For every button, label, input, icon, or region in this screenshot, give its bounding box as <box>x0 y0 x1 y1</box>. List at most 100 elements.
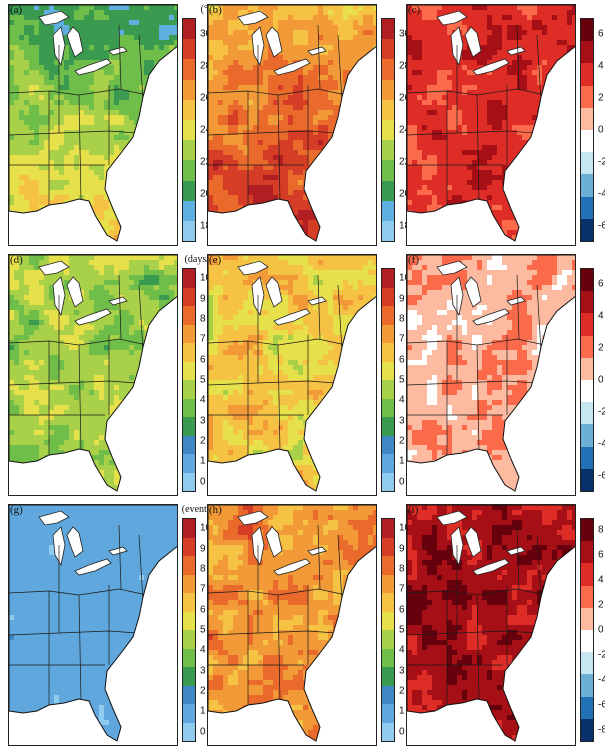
colorbar-tick-label: 20 <box>399 188 411 200</box>
state-border <box>536 284 542 352</box>
state-border <box>536 34 542 102</box>
panel-label: (e) <box>209 254 222 266</box>
colorbar-tick-label: 9 <box>200 293 206 305</box>
colorbar-swatch <box>581 519 593 542</box>
colorbar-swatch <box>382 343 394 362</box>
lake-2 <box>265 26 283 58</box>
state-border <box>277 94 281 202</box>
lake-0 <box>436 510 468 526</box>
colorbar-swatch <box>183 611 195 630</box>
colorbar-tick-label: 5 <box>399 374 405 386</box>
state-border <box>536 534 542 602</box>
colorbar-swatch <box>183 380 195 399</box>
lake-3 <box>74 58 112 76</box>
map-f <box>406 254 576 496</box>
colorbar-swatch <box>183 593 195 612</box>
coastline <box>9 5 177 242</box>
panel-label: (f) <box>408 254 419 266</box>
colorbar-swatch <box>382 667 394 686</box>
colorbar-tick-label: 1 <box>200 705 206 717</box>
colorbar-swatch <box>382 79 394 100</box>
colorbar-swatch <box>183 39 195 60</box>
colorbar-tick-label: 6 <box>598 549 604 561</box>
state-border <box>208 380 337 386</box>
panel-label: (i) <box>408 504 419 516</box>
colorbar-swatch <box>581 674 593 697</box>
colorbar-tick-label: 6 <box>399 604 405 616</box>
colorbar-swatch <box>581 152 593 175</box>
map-c <box>406 4 576 246</box>
colorbar-tick-label: 4 <box>200 644 206 656</box>
colorbar-tick-label: -6 <box>598 470 605 482</box>
colorbar-swatch <box>183 556 195 575</box>
coastline <box>208 505 376 742</box>
colorbar-c <box>580 18 594 242</box>
colorbar-swatch <box>382 685 394 704</box>
colorbar-swatch <box>581 652 593 675</box>
lake-0 <box>237 510 269 526</box>
lake-0 <box>237 10 269 26</box>
panel-h: (h) 10 9 8 7 6 5 4 3 2 1 0 <box>207 504 425 746</box>
state-border <box>516 24 520 90</box>
colorbar-tick-label: 7 <box>399 333 405 345</box>
colorbar-tick-label: 20 <box>200 188 212 200</box>
colorbar-tick-label: 9 <box>399 293 405 305</box>
colorbar-swatch <box>581 696 593 719</box>
colorbar-swatch <box>382 472 394 491</box>
colorbar-swatch <box>183 519 195 538</box>
colorbar-swatch <box>183 722 195 741</box>
colorbar-swatch <box>183 472 195 491</box>
colorbar-swatch <box>183 361 195 380</box>
colorbar-tick-label: -4 <box>598 438 605 450</box>
colorbar-tick-label: 9 <box>200 543 206 555</box>
colorbar-tick-label: 3 <box>200 415 206 427</box>
colorbar-tick-label: 6 <box>399 354 405 366</box>
coastline <box>9 505 177 742</box>
map-a <box>8 4 178 246</box>
map-h <box>207 504 377 746</box>
panel-e: (e) 10 9 8 7 6 5 4 3 2 1 0 <box>207 254 425 496</box>
panel-label: (g) <box>10 504 23 516</box>
lake-3 <box>273 308 311 326</box>
colorbar-swatch <box>581 291 593 314</box>
colorbar-swatch <box>581 563 593 586</box>
colorbar-tick-label: 22 <box>399 156 411 168</box>
colorbar-swatch <box>183 685 195 704</box>
state-border <box>9 630 138 636</box>
colorbar-tick-label: 2 <box>598 342 604 354</box>
colorbar-swatch <box>581 468 593 492</box>
colorbar-tick-label: 10 <box>200 272 212 284</box>
colorbar-swatch <box>581 585 593 608</box>
colorbar-swatch <box>581 19 593 42</box>
lake-3 <box>273 58 311 76</box>
colorbar-swatch <box>183 398 195 417</box>
colorbar-tick-label: -2 <box>598 406 605 418</box>
colorbar-tick-label: 0 <box>399 726 405 738</box>
colorbar-swatch <box>382 593 394 612</box>
state-border <box>9 130 138 136</box>
colorbar-tick-label: 6 <box>200 604 206 616</box>
colorbar-swatch <box>183 306 195 325</box>
state-border <box>476 344 480 452</box>
colorbar-swatch <box>581 446 593 469</box>
data-field <box>208 505 376 741</box>
colorbar-swatch <box>183 417 195 436</box>
colorbar-tick-label: 26 <box>200 92 212 104</box>
colorbar-tick-label: 22 <box>200 156 212 168</box>
colorbar-tick-label: 4 <box>200 394 206 406</box>
colorbar-tick-label: 6 <box>200 354 206 366</box>
colorbar-swatch <box>183 99 195 120</box>
colorbar-swatch <box>183 454 195 473</box>
colorbar-swatch <box>581 380 593 403</box>
lake-4 <box>506 546 526 556</box>
coastline <box>407 255 575 492</box>
lake-4 <box>108 296 128 306</box>
lake-4 <box>506 46 526 56</box>
colorbar-tick-label: 4 <box>399 644 405 656</box>
colorbar-tick-label: 8 <box>399 563 405 575</box>
colorbar-swatch <box>183 667 195 686</box>
colorbar-swatch <box>382 574 394 593</box>
colorbar-tick-label: 3 <box>399 665 405 677</box>
panel-label: (b) <box>209 4 222 16</box>
